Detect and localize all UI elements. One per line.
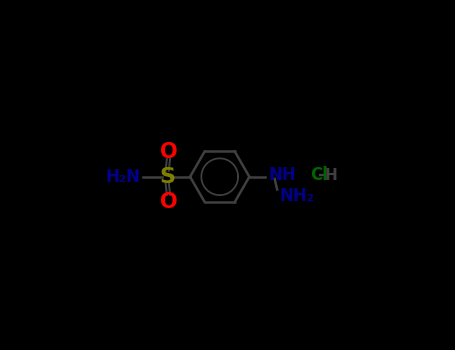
Text: H: H (325, 168, 338, 183)
Text: NH: NH (268, 166, 296, 184)
Text: O: O (160, 142, 177, 162)
Text: S: S (159, 167, 175, 187)
Text: H₂N: H₂N (105, 168, 140, 186)
Text: NH₂: NH₂ (280, 187, 315, 205)
Text: Cl: Cl (310, 166, 328, 184)
Text: O: O (160, 192, 177, 212)
